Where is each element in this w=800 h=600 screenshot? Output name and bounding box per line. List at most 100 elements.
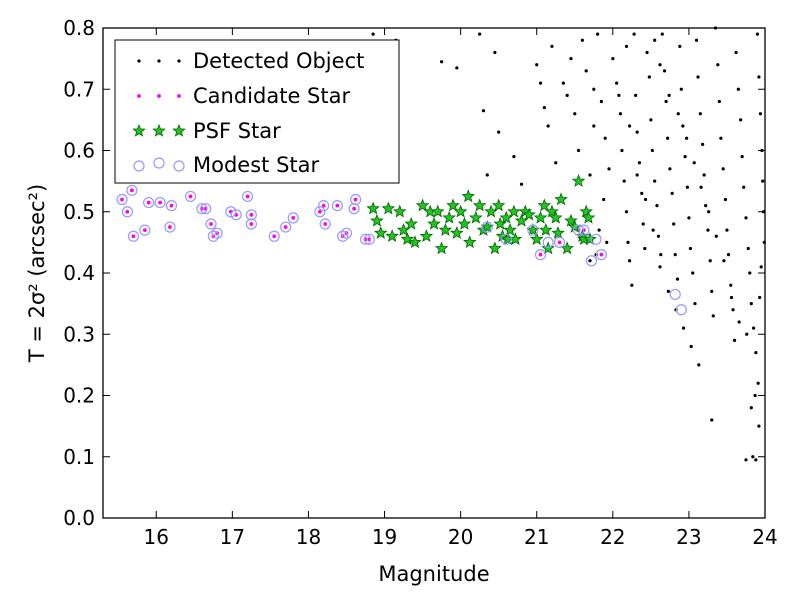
modest-star-point: [184, 190, 197, 203]
modest-star-point: [534, 249, 547, 261]
detected-object-point: [641, 222, 645, 226]
detected-object-point: [535, 63, 539, 67]
modest-star-point: [225, 206, 237, 218]
psf-star-point: [404, 216, 418, 230]
psf-star-point: [370, 213, 384, 227]
psf-star-point: [373, 226, 388, 239]
detected-object-point: [485, 173, 489, 177]
detected-object-point: [744, 458, 748, 462]
detected-object-point: [627, 124, 632, 128]
candidate-star-point: [283, 224, 289, 230]
detected-object-point: [668, 167, 672, 171]
y-tick-label: 0.7: [63, 77, 95, 101]
detected-object-point: [620, 148, 624, 153]
detected-object-point: [722, 259, 726, 263]
y-tick-label: 0.8: [63, 16, 95, 40]
y-tick-label: 0.0: [63, 506, 95, 530]
detected-object-point: [746, 246, 750, 251]
detected-object-point: [632, 32, 636, 36]
legend-marker-psf-star: [152, 123, 166, 137]
detected-object-point: [635, 173, 639, 177]
detected-object-point: [649, 118, 653, 122]
psf-star-point: [427, 216, 441, 230]
psf-star-point: [583, 232, 597, 246]
detected-object-point: [554, 161, 558, 165]
psf-star-point: [366, 201, 380, 215]
detected-object-point: [584, 69, 588, 73]
modest-star-point: [287, 212, 299, 224]
psf-star-point: [415, 198, 430, 212]
detected-object-point: [605, 240, 609, 244]
detected-object-point: [592, 87, 596, 91]
modest-star-point: [340, 227, 353, 239]
detected-object-point: [595, 32, 600, 36]
detected-object-point: [725, 228, 729, 232]
detected-object-point: [751, 455, 755, 459]
detected-object-point: [679, 87, 683, 91]
psf-star-point: [581, 210, 596, 224]
detected-object-point: [748, 271, 752, 275]
modest-star-point: [319, 218, 331, 230]
candidate-star-point: [208, 221, 214, 227]
psf-star-point: [393, 204, 407, 218]
detected-object-point: [440, 60, 444, 64]
detected-object-point: [757, 424, 761, 428]
detected-object-point: [576, 148, 581, 153]
detected-object-point: [745, 332, 749, 336]
legend-marker-candidate-star: [136, 93, 142, 99]
detected-object-point: [655, 204, 659, 208]
modest-star-point: [127, 230, 140, 242]
candidate-star-point: [538, 252, 544, 258]
psf-star-point: [463, 235, 477, 249]
modest-star-point: [314, 206, 326, 218]
modest-star-point: [527, 224, 539, 236]
x-tick-label: 23: [676, 525, 701, 549]
detected-object-point: [573, 112, 577, 116]
x-tick-label: 17: [220, 525, 245, 549]
detected-object-point: [681, 124, 685, 128]
modest-star-point: [207, 230, 219, 242]
modest-star-point: [241, 190, 254, 203]
detected-object-point: [640, 191, 644, 195]
detected-object-point: [673, 253, 677, 257]
detected-object-point: [736, 87, 740, 91]
detected-object-point: [666, 289, 670, 293]
detected-object-point: [481, 109, 486, 113]
modest-star-point: [585, 255, 598, 267]
detected-object-point: [371, 32, 375, 36]
psf-star-point: [537, 198, 552, 212]
candidate-star-point: [168, 203, 174, 209]
y-tick-label: 0.1: [63, 445, 95, 469]
psf-star-point: [545, 204, 559, 218]
x-axis-label: Magnitude: [378, 562, 489, 586]
detected-object-point: [493, 50, 497, 55]
detected-object-point: [753, 393, 757, 398]
x-tick-label: 18: [296, 525, 321, 549]
detected-object-point: [756, 381, 760, 385]
detected-object-point: [561, 81, 565, 85]
modest-star-point: [154, 196, 166, 209]
y-tick-label: 0.3: [63, 322, 95, 346]
detected-object-point: [546, 124, 550, 128]
candidate-star-point: [129, 187, 135, 193]
modest-star-point: [126, 184, 138, 196]
legend-marker-modest-star: [173, 160, 185, 172]
detected-object-point: [597, 228, 601, 232]
detected-object-point: [702, 173, 706, 177]
psf-star-point: [551, 226, 565, 239]
detected-object-point: [618, 112, 623, 116]
detected-object-point: [692, 161, 696, 165]
psf-star-point: [507, 204, 521, 218]
detected-object-point: [617, 93, 621, 97]
detected-object-point: [659, 253, 663, 257]
detected-object-point: [550, 44, 554, 48]
modest-star-point: [675, 304, 687, 316]
detected-object-point: [676, 112, 680, 116]
psf-star-point: [491, 198, 506, 212]
detected-object-point: [751, 326, 756, 330]
detected-object-point: [637, 161, 642, 165]
detected-object-point: [607, 167, 611, 171]
modest-star-point: [268, 230, 280, 242]
detected-object-point: [687, 216, 691, 220]
psf-star-point: [419, 229, 434, 242]
